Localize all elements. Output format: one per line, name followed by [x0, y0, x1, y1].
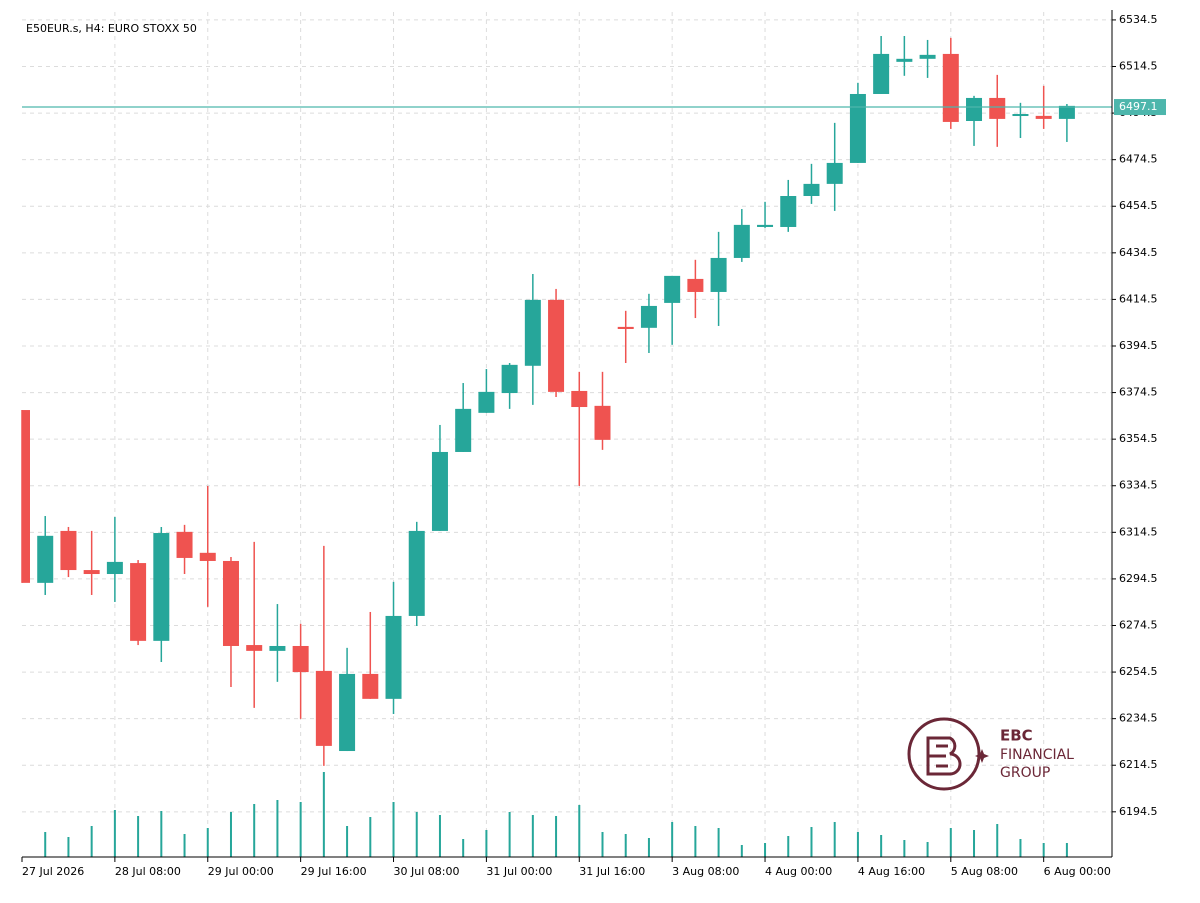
candle-body	[594, 405, 611, 440]
x-tick-label: 31 Jul 16:00	[579, 865, 645, 878]
chart-title: E50EUR.s, H4: EURO STOXX 50	[26, 22, 197, 35]
candle-body	[896, 58, 913, 62]
x-tick-label: 27 Jul 2026	[22, 865, 84, 878]
candle-body	[524, 299, 541, 366]
candle-body	[757, 224, 774, 227]
x-tick-label: 4 Aug 00:00	[765, 865, 832, 878]
candle-body	[130, 563, 147, 641]
candle-body	[571, 390, 588, 408]
candle-body	[687, 278, 704, 292]
price-label-box	[1114, 99, 1166, 116]
logo-star	[975, 749, 989, 763]
candle-body	[803, 183, 820, 196]
candle-body	[176, 531, 193, 558]
candle-body	[83, 570, 100, 575]
candle-body	[780, 195, 797, 227]
candle-body	[292, 645, 309, 673]
candle-body	[199, 552, 216, 561]
candle-body	[826, 162, 843, 184]
x-tick-label: 29 Jul 16:00	[301, 865, 367, 878]
price-label: 6497.1	[1119, 100, 1158, 113]
x-tick-label: 30 Jul 08:00	[394, 865, 460, 878]
candle-body	[989, 97, 1006, 119]
y-tick-label: 6534.5	[1119, 13, 1158, 26]
y-tick-label: 6294.5	[1119, 572, 1158, 585]
candle-body	[733, 224, 750, 258]
candle-body	[617, 326, 634, 329]
marks	[21, 35, 1112, 857]
candle-body	[153, 533, 170, 641]
candle-body	[849, 93, 866, 163]
candle-body	[22, 410, 30, 583]
candle-body	[1058, 105, 1075, 119]
y-tick-label: 6254.5	[1119, 665, 1158, 678]
y-tick-label: 6194.5	[1119, 805, 1158, 818]
y-tick-label: 6314.5	[1119, 525, 1158, 538]
candle-body	[455, 408, 472, 452]
candle-body	[431, 451, 448, 531]
candle-body	[501, 364, 518, 394]
candle-body	[710, 257, 727, 292]
logo-brand: EBC	[1000, 727, 1033, 745]
candle-body	[246, 645, 263, 651]
x-tick-label: 31 Jul 00:00	[486, 865, 552, 878]
candle-body	[1012, 114, 1029, 117]
y-tick-label: 6434.5	[1119, 246, 1158, 259]
candle-body	[1035, 115, 1052, 119]
logo-line: GROUP	[1000, 765, 1050, 781]
y-tick-label: 6234.5	[1119, 712, 1158, 725]
candle-body	[385, 615, 402, 699]
x-tick-label: 28 Jul 08:00	[115, 865, 181, 878]
candle-body	[640, 305, 657, 328]
candle-body	[339, 673, 356, 752]
candle-body	[37, 535, 54, 583]
candle-body	[269, 645, 286, 651]
candle-body	[873, 53, 890, 94]
x-tick-label: 5 Aug 08:00	[951, 865, 1018, 878]
candle-body	[478, 391, 495, 413]
candle-body	[942, 53, 959, 122]
candle-body	[919, 54, 936, 59]
candle-body	[60, 530, 77, 571]
logo-ring	[907, 717, 981, 791]
y-tick-label: 6414.5	[1119, 292, 1158, 305]
axis-labels: 6534.56514.56494.56474.56454.56434.56414…	[21, 13, 1166, 878]
candle-body	[315, 670, 332, 746]
y-tick-label: 6474.5	[1119, 153, 1158, 166]
candle-body	[106, 561, 123, 575]
y-tick-label: 6394.5	[1119, 339, 1158, 352]
y-tick-label: 6514.5	[1119, 60, 1158, 73]
y-tick-label: 6354.5	[1119, 432, 1158, 445]
logo-line: FINANCIAL	[1000, 747, 1074, 763]
x-tick-label: 4 Aug 16:00	[858, 865, 925, 878]
x-tick-label: 6 Aug 00:00	[1044, 865, 1111, 878]
logo-mark	[926, 736, 962, 776]
y-tick-label: 6454.5	[1119, 199, 1158, 212]
y-tick-label: 6214.5	[1119, 758, 1158, 771]
x-tick-label: 3 Aug 08:00	[672, 865, 739, 878]
candle-body	[362, 673, 379, 699]
candle-body	[664, 275, 681, 303]
y-tick-label: 6334.5	[1119, 479, 1158, 492]
logo: EBC FINANCIAL GROUP	[907, 717, 1074, 791]
candle-body	[966, 97, 983, 122]
y-tick-label: 6274.5	[1119, 618, 1158, 631]
candle-body	[548, 299, 565, 392]
x-tick-label: 29 Jul 00:00	[208, 865, 274, 878]
candle-body	[408, 530, 425, 616]
y-tick-label: 6374.5	[1119, 386, 1158, 399]
candle-body	[222, 560, 239, 646]
